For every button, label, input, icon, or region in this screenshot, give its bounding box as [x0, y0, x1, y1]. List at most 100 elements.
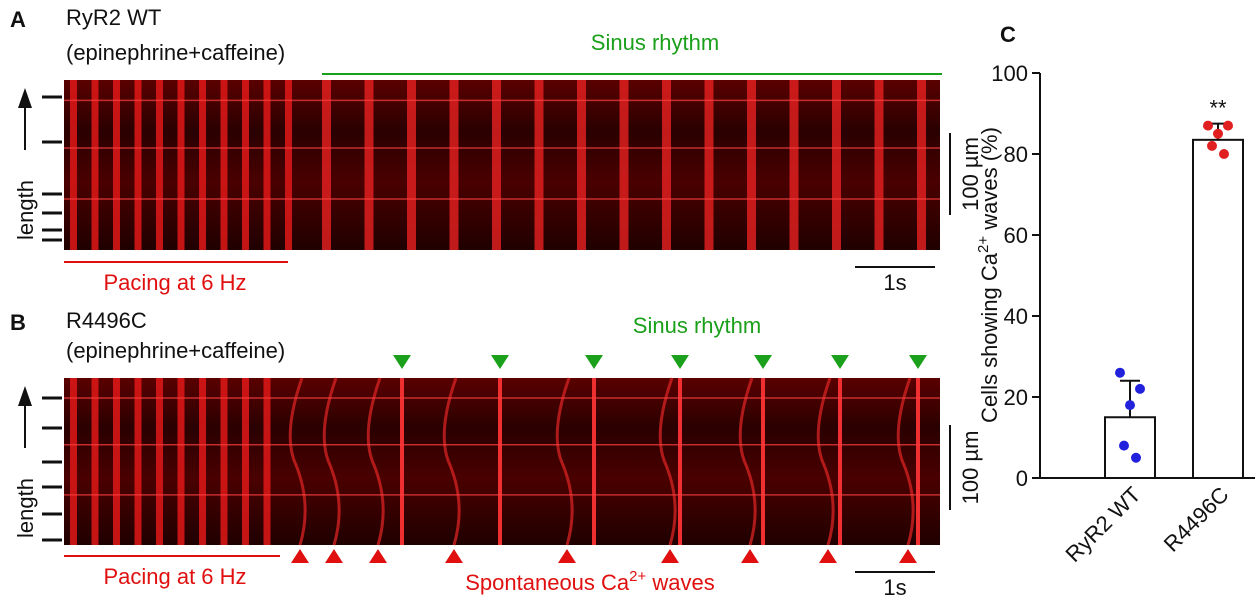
data-point: [1125, 400, 1135, 411]
bar: [1192, 138, 1244, 479]
data-point: [1219, 149, 1229, 159]
arrowhead: [831, 355, 849, 369]
arrowhead: [909, 355, 927, 369]
stripe: [134, 378, 142, 545]
stripe: [91, 378, 99, 545]
stripe: [678, 378, 682, 545]
stripe: [70, 80, 77, 250]
y-tick-label: 60: [1004, 223, 1028, 248]
rhythm-label: Sinus rhythm: [591, 30, 719, 55]
y-label-part: Cells showing Ca: [977, 252, 1002, 423]
wave-label-part: waves: [646, 570, 714, 595]
arrowhead: [491, 355, 509, 369]
stripe: [789, 80, 799, 250]
stripe: [916, 378, 920, 545]
line-scans: A RyR2 WT (epinephrine+caffeine) length Sinu…: [10, 5, 983, 600]
arrowhead: [291, 549, 309, 563]
arrowhead: [325, 549, 343, 563]
y-tick-label: 20: [1004, 385, 1028, 410]
data-point: [1207, 140, 1217, 151]
scale-label: 100 µm: [958, 137, 983, 211]
scale-label: 1s: [883, 575, 906, 600]
y-tick-label: 100: [991, 61, 1028, 86]
arrowhead: [18, 386, 32, 406]
scale-label: 1s: [883, 270, 906, 295]
pacing-label: Pacing at 6 Hz: [103, 564, 246, 589]
bar: [1104, 416, 1156, 479]
arrowhead: [899, 549, 917, 563]
bar-chart: C 0 20 40 60 80 100 Cells showing Ca2+ waves (%…: [975, 22, 1255, 567]
wave-label-part: Spontaneous Ca: [465, 570, 630, 595]
stripe: [177, 378, 185, 545]
stripe: [592, 378, 596, 545]
data-point: [1223, 120, 1233, 131]
stripe: [220, 378, 228, 545]
y-tick-label: 0: [1016, 466, 1028, 491]
stripe: [619, 80, 629, 250]
stripe: [242, 378, 249, 545]
stripe: [498, 378, 502, 545]
condition: (epinephrine+caffeine): [66, 40, 285, 65]
stripe: [400, 378, 404, 545]
data-point: [1115, 367, 1125, 378]
ca-wave: [738, 377, 757, 546]
pacing-label: Pacing at 6 Hz: [103, 270, 246, 295]
stripe: [322, 80, 331, 250]
data-point: [1135, 383, 1145, 394]
axis-label: length: [13, 478, 38, 538]
y-tick-label: 80: [1004, 142, 1028, 167]
condition: (epinephrine+caffeine): [66, 338, 285, 363]
ca-wave: [816, 377, 835, 546]
arrowhead: [18, 88, 32, 108]
arrowhead: [393, 355, 411, 369]
stripe: [263, 80, 271, 250]
stripe: [156, 80, 163, 250]
y-label-part: 2+: [975, 236, 992, 253]
stripe: [156, 378, 163, 545]
arrowhead: [671, 355, 689, 369]
ca-wave: [896, 377, 915, 546]
stripe: [285, 80, 292, 250]
scale-label: 100 µm: [958, 431, 983, 505]
stripe: [199, 80, 206, 250]
x-tick-label: RyR2 WT: [1060, 482, 1145, 567]
y-label-part: waves (%): [977, 127, 1002, 236]
stripe: [492, 80, 501, 250]
stripe: [662, 80, 671, 250]
stripe: [874, 80, 884, 250]
data-point: [1203, 120, 1213, 131]
stripe: [747, 80, 756, 250]
stripe: [91, 80, 99, 250]
scan-background: [64, 80, 940, 250]
wave-label-part: 2+: [629, 568, 646, 585]
ca-wave: [288, 377, 307, 546]
arrowhead: [445, 549, 463, 563]
stripe: [577, 80, 586, 250]
data-point: [1213, 128, 1223, 139]
arrowhead: [741, 549, 759, 563]
axis-label: length: [13, 180, 38, 240]
data-point: [1119, 440, 1129, 451]
ca-wave: [322, 377, 341, 546]
stripe: [838, 378, 842, 545]
panel-letter: B: [10, 310, 26, 335]
ca-wave: [658, 377, 677, 546]
ca-wave: [555, 377, 574, 546]
y-tick-label: 40: [1004, 304, 1028, 329]
stripe: [113, 80, 120, 250]
stripe: [832, 80, 841, 250]
stripe: [220, 80, 228, 250]
stripe: [199, 378, 206, 545]
ca-wave: [366, 377, 385, 546]
stripe: [70, 378, 77, 545]
panel-title: R4496C: [66, 308, 147, 333]
arrowhead: [754, 355, 772, 369]
stripe: [134, 80, 142, 250]
panel-letter: C: [1000, 22, 1016, 47]
stripe: [449, 80, 459, 250]
wave-label: Spontaneous Ca2+ waves: [465, 568, 715, 595]
stripe: [364, 80, 374, 250]
stripe: [263, 378, 271, 545]
stripe: [113, 378, 120, 545]
y-axis-label: Cells showing Ca2+ waves (%): [975, 127, 1002, 423]
